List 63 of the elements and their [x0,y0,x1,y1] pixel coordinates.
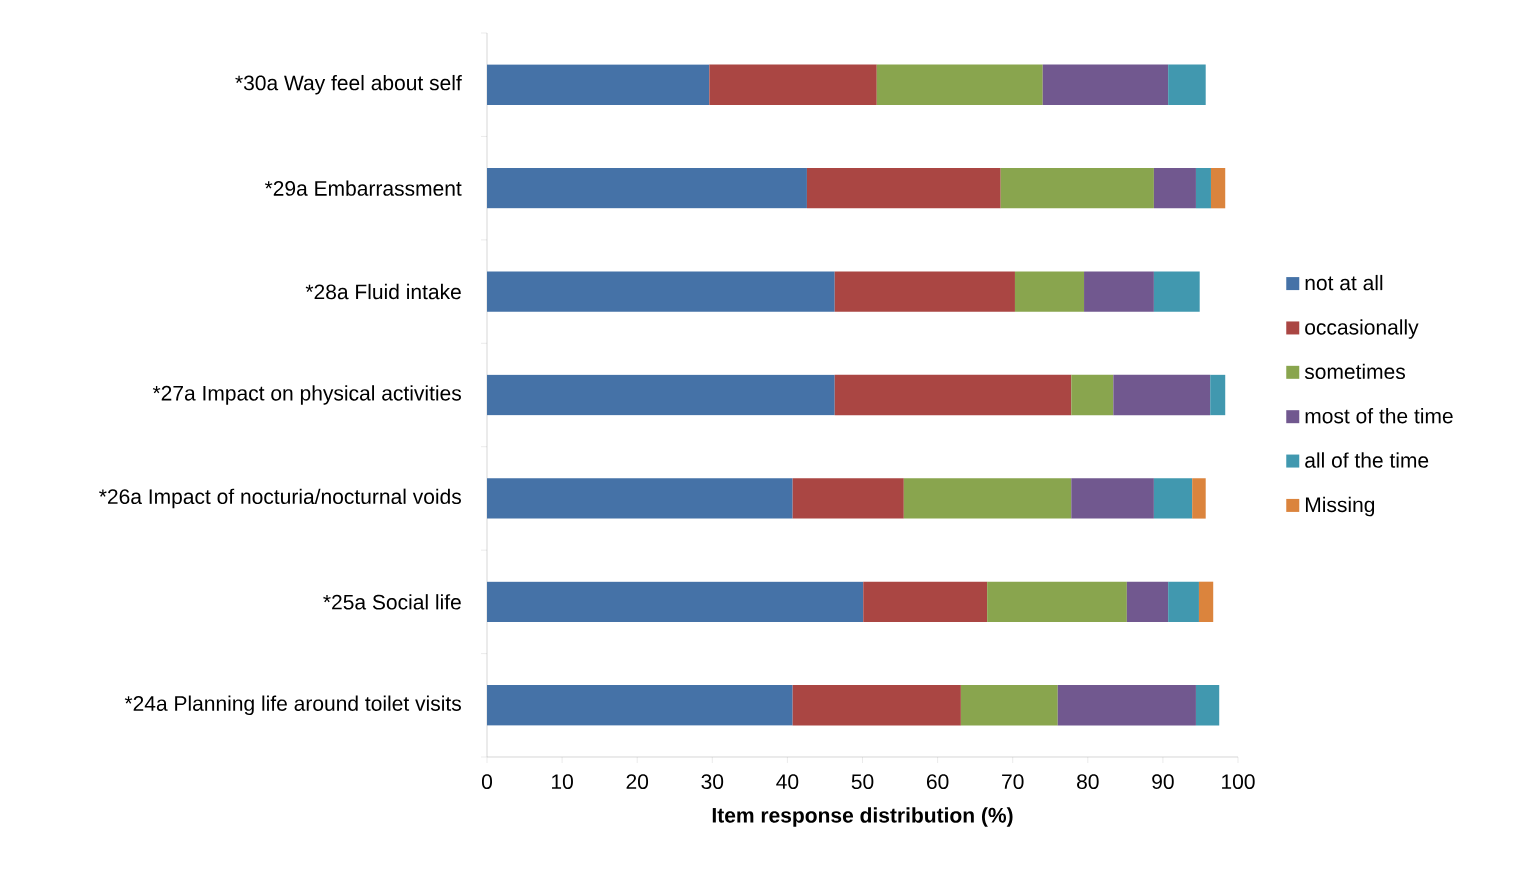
bar [1195,167,1211,209]
bar [1071,374,1114,416]
x-tick-label: 50 [851,774,874,790]
bar [1153,167,1196,209]
bar [1198,581,1214,623]
x-tick-label: 30 [701,774,724,790]
bar [792,685,961,726]
bar [487,581,864,623]
x-tick-label: 60 [926,774,949,790]
y-tick-label: *25a Social life [323,594,461,610]
bar [1168,581,1199,623]
bar [876,64,1043,105]
y-tick-label: *27a Impact on physical activities [152,385,461,405]
legend-label: not at all [1305,274,1383,291]
bar [1153,271,1200,312]
bar [1000,167,1154,209]
bar [987,581,1127,623]
bar [863,581,988,623]
x-tick-label: 90 [1152,774,1174,790]
bar [1210,167,1226,209]
legend-label: sometimes [1304,363,1406,380]
bar [1126,581,1169,623]
x-axis-title: Item response distribution (%) [712,807,1013,827]
bar [487,167,807,209]
bar [960,685,1058,726]
bar [1057,685,1196,726]
x-tick-label: 10 [552,774,573,790]
x-tick-label: 80 [1077,774,1099,790]
bar [487,271,835,312]
legend-label: all of the time [1305,452,1429,468]
legend-label: most of the time [1305,408,1453,424]
bar [709,64,877,105]
x-tick-label: 20 [626,774,649,790]
bar [792,478,904,519]
bar [1153,478,1193,519]
legend-label: occasionally [1305,319,1419,339]
bar [1195,685,1220,726]
y-tick-label: *24a Planning life around toilet visits [124,695,461,716]
bar [1113,374,1211,416]
y-tick-label: *30a Way feel about self [235,74,462,95]
bar [487,478,793,519]
bar [806,167,1001,209]
bar [1071,478,1154,519]
bar [1210,374,1226,416]
bar [834,271,1015,312]
bar [903,478,1072,519]
y-tick-label: *28a Fluid intake [305,283,461,300]
x-tick-label: 100 [1222,774,1255,790]
y-tick-label: *29a Embarrassment [264,180,462,196]
x-tick-label: 0 [481,774,493,790]
bar [487,64,710,105]
bar [834,374,1072,416]
bar [1014,271,1085,312]
bar [1168,64,1206,105]
bar [1192,478,1206,519]
bar [487,685,793,726]
x-tick-label: 40 [776,774,799,790]
x-tick-label: 70 [1002,774,1024,790]
y-tick-label: *26a Impact of nocturia/nocturnal voids [99,488,461,509]
bar [1084,271,1154,312]
bar [1042,64,1169,105]
bar [487,374,835,416]
legend-label: Missing [1305,496,1375,517]
